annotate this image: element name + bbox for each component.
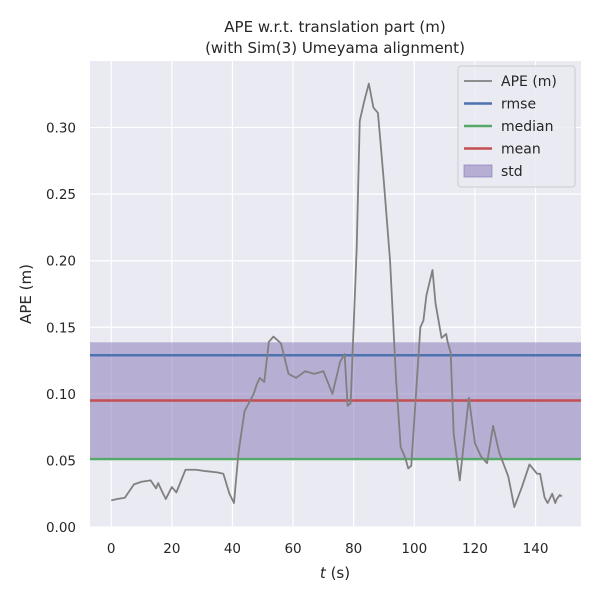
- x-tick-label: 80: [345, 541, 362, 557]
- legend-label: rmse: [501, 97, 536, 113]
- y-axis-label: APE (m): [17, 264, 35, 324]
- y-tick-label: 0.20: [46, 254, 76, 270]
- x-tick-label: 60: [284, 541, 301, 557]
- legend-label: mean: [501, 142, 541, 158]
- x-tick-label: 120: [462, 541, 488, 557]
- chart-subtitle: (with Sim(3) Umeyama alignment): [205, 39, 465, 57]
- y-tick-label: 0.10: [46, 387, 76, 403]
- y-tick-label: 0.15: [46, 320, 76, 336]
- x-axis-label-unit: (s): [326, 564, 350, 582]
- chart-title: APE w.r.t. translation part (m): [224, 18, 445, 36]
- y-tick-label: 0.00: [46, 520, 76, 536]
- legend: APE (m) rmse median mean std: [457, 65, 576, 188]
- legend-label: APE (m): [501, 74, 557, 90]
- x-tick-label: 0: [107, 541, 116, 557]
- x-axis-label: t (s): [320, 564, 350, 582]
- x-tick-label: 100: [401, 541, 427, 557]
- legend-label: median: [501, 119, 553, 135]
- legend-label: std: [501, 164, 523, 180]
- x-tick-label: 40: [224, 541, 241, 557]
- y-tick-label: 0.25: [46, 187, 76, 203]
- x-tick-label: 20: [163, 541, 180, 557]
- legend-swatch-std: [463, 164, 493, 178]
- y-tick-label: 0.05: [46, 453, 76, 469]
- ape-series-line: [111, 82, 563, 508]
- x-axis-label-symbol: t: [320, 564, 327, 582]
- y-tick-label: 0.30: [46, 121, 76, 137]
- x-tick-label: 140: [523, 541, 549, 557]
- legend-box: [457, 65, 576, 188]
